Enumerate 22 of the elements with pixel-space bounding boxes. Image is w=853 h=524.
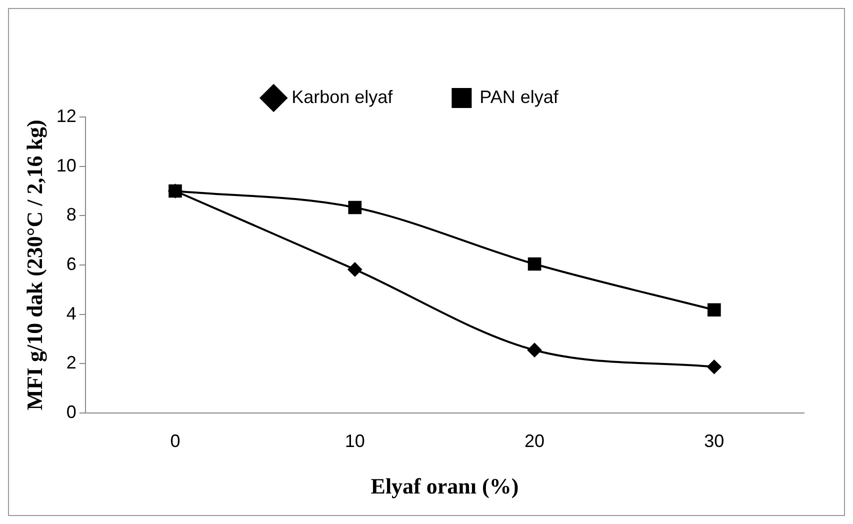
point xyxy=(528,257,542,271)
y-tick-label: 12 xyxy=(56,106,76,126)
point xyxy=(708,303,721,317)
point xyxy=(528,343,542,358)
y-tick-label: 10 xyxy=(56,155,76,176)
legend-label: PAN elyaf xyxy=(480,86,560,107)
point xyxy=(168,184,182,198)
x-tick-label: 0 xyxy=(170,430,180,451)
legend-label: Karbon elyaf xyxy=(292,86,394,107)
y-tick-label: 0 xyxy=(66,402,76,422)
y-tick-label: 2 xyxy=(66,352,76,373)
y-axis-title: MFI g/10 dak (230°C / 2,16 kg) xyxy=(22,120,47,410)
x-tick-label: 30 xyxy=(704,430,724,451)
point xyxy=(707,360,722,374)
point xyxy=(348,262,362,276)
x-axis-title: Elyaf oranı (%) xyxy=(370,473,519,498)
y-tick-label: 6 xyxy=(66,254,76,274)
y-tick-label: 4 xyxy=(66,303,76,324)
x-tick-label: 10 xyxy=(344,430,365,451)
y-tick-label: 8 xyxy=(66,204,76,225)
point xyxy=(348,200,362,214)
x-tick-label: 20 xyxy=(524,430,545,451)
